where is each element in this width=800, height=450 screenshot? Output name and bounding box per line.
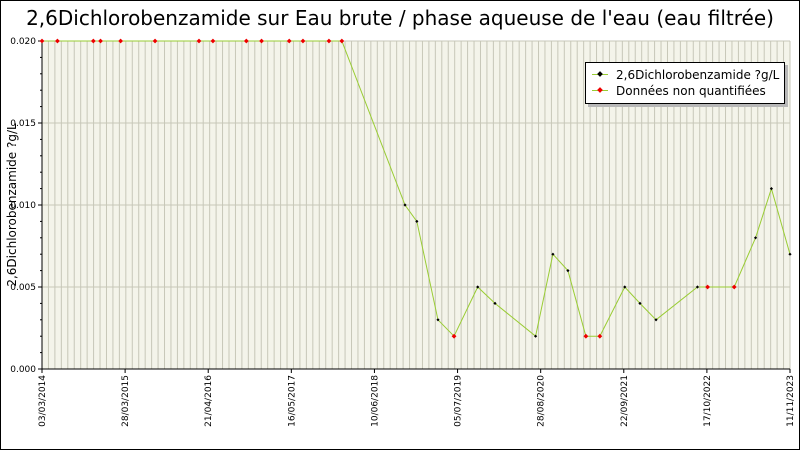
legend-label-quantified: 2,6Dichlorobenzamide ?g/L (616, 68, 780, 82)
data-point-unquantified (326, 38, 332, 44)
data-point-unquantified (39, 38, 45, 44)
data-point (436, 318, 440, 322)
data-point (415, 219, 419, 223)
x-tick-label: 21/04/2016 (204, 375, 214, 427)
data-point (623, 285, 627, 289)
data-point (403, 203, 407, 207)
data-point-unquantified (243, 38, 249, 44)
data-point (695, 285, 700, 289)
chart-title: 2,6Dichlorobenzamide sur Eau brute / pha… (26, 6, 774, 30)
x-tick-label: 03/03/2014 (38, 375, 48, 427)
y-axis-label: 2,6Dichlorobenzamide ?g/L (5, 123, 19, 287)
legend-marker-unquantified (592, 83, 608, 99)
data-point-unquantified (90, 38, 96, 44)
data-point-unquantified (705, 284, 710, 290)
legend-label-unquantified: Données non quantifiées (616, 84, 766, 98)
data-point (476, 285, 480, 289)
data-point-unquantified (339, 38, 345, 44)
data-point-unquantified (451, 333, 457, 339)
data-point (551, 252, 555, 256)
x-tick-label: 28/03/2015 (121, 375, 131, 427)
data-point (788, 252, 792, 256)
data-point-unquantified (583, 333, 589, 339)
data-point-unquantified (597, 333, 603, 339)
y-tick-label: 0.015 (10, 119, 36, 129)
x-tick-label: 16/05/2017 (287, 375, 297, 427)
data-point-unquantified (731, 284, 737, 290)
data-point (533, 334, 538, 338)
legend-item-unquantified: Données non quantifiées (592, 83, 766, 99)
legend-marker-quantified (592, 67, 608, 83)
data-point-unquantified (196, 38, 202, 44)
x-tick-label: 11/11/2023 (786, 375, 796, 427)
x-tick-label: 10/06/2018 (370, 375, 380, 427)
x-tick-label: 28/08/2020 (537, 375, 547, 427)
data-point-unquantified (300, 38, 306, 44)
y-tick-label: 0.010 (10, 201, 36, 211)
data-point (493, 301, 497, 305)
data-point-unquantified (98, 38, 103, 44)
data-point (638, 301, 642, 305)
data-point-unquantified (210, 38, 216, 44)
legend-item-quantified: 2,6Dichlorobenzamide ?g/L (592, 67, 779, 83)
data-point (566, 269, 570, 273)
data-point-unquantified (118, 38, 124, 44)
data-point (654, 318, 658, 322)
y-tick-label: 0.020 (10, 37, 36, 47)
x-tick-label: 22/09/2021 (620, 375, 630, 427)
x-tick-label: 05/07/2019 (454, 375, 464, 427)
data-point-unquantified (152, 38, 158, 44)
series-line (42, 40, 791, 338)
y-tick-label: 0.005 (10, 283, 36, 293)
data-point-unquantified (259, 38, 264, 44)
legend: 2,6Dichlorobenzamide ?g/L Données non qu… (585, 62, 785, 104)
data-point (753, 236, 758, 240)
x-tick-label: 17/10/2022 (703, 375, 713, 427)
data-point-unquantified (286, 38, 292, 44)
data-point (769, 187, 774, 191)
y-tick-label: 0.000 (10, 365, 36, 375)
data-point-unquantified (55, 38, 60, 44)
